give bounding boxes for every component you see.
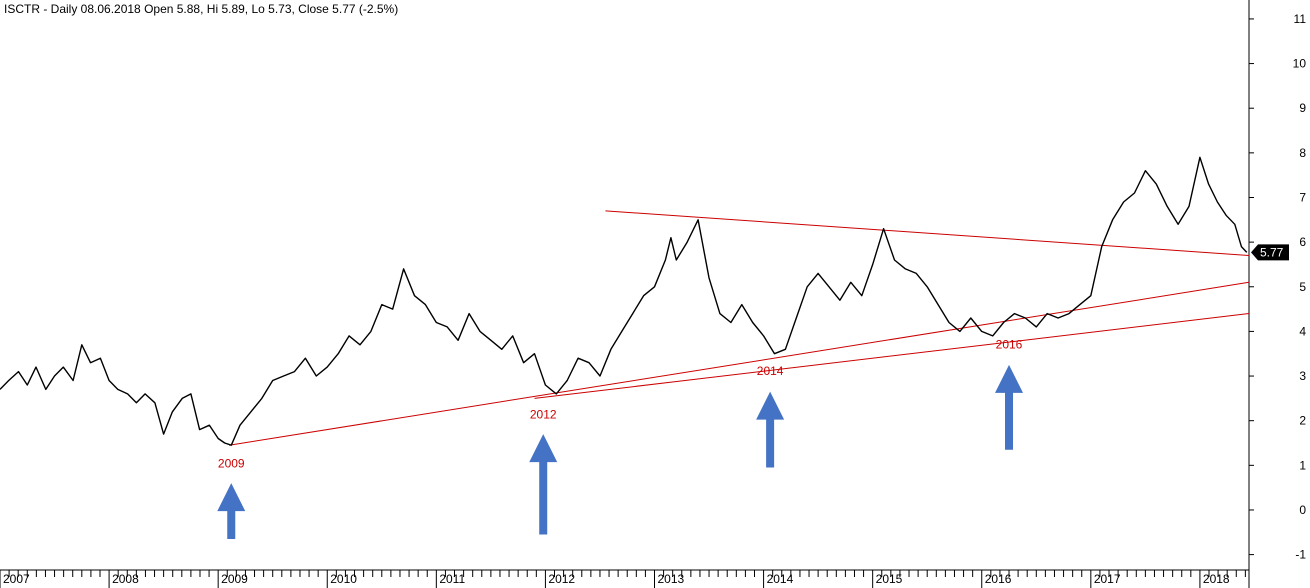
annotation-2014: 2014	[756, 364, 785, 468]
y-tick-label: 5	[1299, 280, 1306, 294]
y-tick-label: 7	[1299, 190, 1306, 204]
price-line	[0, 156, 1248, 446]
x-tick-label: 2008	[112, 572, 139, 586]
y-tick-label: 6	[1299, 235, 1306, 249]
x-tick-label: 2015	[876, 572, 903, 586]
x-tick-label: 2011	[439, 572, 465, 586]
x-tick-label: 2016	[985, 572, 1012, 586]
x-axis: 2007 2008 2009 2010 2011 2012 2013 2014 2015 2016…	[0, 570, 1246, 588]
last-price-value: 5.77	[1260, 245, 1284, 259]
annotation-label: 2009	[218, 457, 245, 471]
y-tick-label: 4	[1299, 324, 1306, 338]
trendline-3	[605, 210, 1250, 257]
y-tick-label: 8	[1299, 146, 1306, 160]
x-tick-label: 2018	[1203, 572, 1230, 586]
trendline-2	[534, 313, 1250, 399]
x-tick-label: 2007	[3, 572, 30, 586]
last-price-label: 5.77	[1251, 244, 1289, 261]
annotation-label: 2012	[530, 407, 557, 421]
y-tick-label: -1	[1295, 548, 1306, 562]
y-tick-label: 11	[1294, 12, 1307, 26]
x-tick-label: 2017	[1094, 572, 1121, 586]
x-tick-label: 2012	[548, 572, 575, 586]
y-tick-label: 3	[1299, 369, 1306, 383]
x-tick-label: 2014	[767, 572, 794, 586]
up-arrow-icon	[529, 434, 558, 535]
axes-frame	[0, 0, 1250, 588]
annotation-label: 2016	[996, 337, 1023, 351]
annotation-2009: 2009	[217, 457, 246, 539]
y-tick-label: 10	[1293, 57, 1307, 71]
x-tick-label: 2010	[330, 572, 357, 586]
annotation-label: 2014	[757, 364, 784, 378]
y-tick-label: 0	[1299, 503, 1306, 517]
y-axis: -1 0 1 2 3 4 5 6 7 8 9 10 11	[1249, 12, 1306, 562]
last-price-tag	[1251, 244, 1289, 261]
trendline-1	[228, 281, 1250, 446]
annotation-2016: 2016	[995, 337, 1024, 450]
y-tick-label: 1	[1299, 458, 1306, 472]
x-tick-label: 2009	[221, 572, 248, 586]
up-arrow-icon	[217, 483, 246, 539]
y-tick-label: 9	[1299, 101, 1306, 115]
trendlines	[228, 210, 1250, 446]
annotations: 2009 2012 2014 2016	[217, 337, 1024, 539]
y-tick-label: 2	[1299, 414, 1306, 428]
price-series	[0, 156, 1248, 446]
annotation-2012: 2012	[529, 407, 558, 535]
chart-title: ISCTR - Daily 08.06.2018 Open 5.88, Hi 5…	[4, 2, 398, 16]
up-arrow-icon	[756, 391, 785, 468]
up-arrow-icon	[995, 364, 1024, 450]
x-tick-label: 2013	[657, 572, 684, 586]
